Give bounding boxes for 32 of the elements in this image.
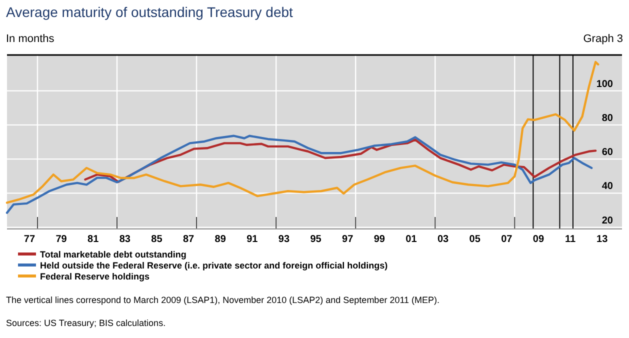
legend-label: Held outside the Federal Reserve (i.e. private sector and foreign official holdings)	[40, 260, 388, 270]
y-tick-label: 20	[602, 215, 614, 226]
y-tick-label: 60	[602, 147, 614, 158]
legend-label: Federal Reserve holdings	[40, 272, 150, 282]
chart-subtitle: In months	[6, 33, 55, 45]
x-tick-label: 91	[246, 234, 258, 245]
x-tick-label: 09	[532, 234, 544, 245]
x-tick-label: 05	[469, 234, 481, 245]
y-tick-label: 40	[602, 181, 614, 192]
text: The vertical lines correspond to March 2009 (LSAP1), November 2010 (LSAP2) and September 2011 (MEP).	[6, 295, 440, 305]
x-tick-label: 93	[278, 234, 290, 245]
y-tick-label: 80	[602, 112, 614, 124]
legend-label: Total marketable debt outstanding	[40, 250, 186, 260]
caption: Graph 3	[583, 33, 623, 45]
x-tick-label: 79	[56, 234, 68, 245]
x-tick-label: 13	[596, 234, 608, 245]
x-tick-label: 95	[310, 234, 322, 245]
x-tick-label: 83	[119, 234, 131, 245]
x-tick-label: 03	[437, 234, 450, 245]
x-tick-label: 11	[564, 234, 576, 245]
x-tick-label: 77	[24, 234, 36, 245]
x-tick-label: 01	[406, 234, 418, 245]
source-note: Sources: US Treasury; BIS calculations.	[6, 318, 166, 328]
x-tick-label: 89	[214, 234, 226, 245]
x-tick-label: 99	[374, 234, 386, 245]
y-tick-label: 100	[596, 78, 614, 90]
chart-title: Average maturity of outstanding Treasury debt	[6, 4, 294, 20]
x-tick-label: 87	[182, 234, 195, 245]
x-tick-label: 07	[501, 234, 513, 245]
x-tick-label: 85	[151, 234, 163, 245]
x-tick-label: 81	[88, 234, 100, 245]
x-tick-label: 97	[342, 234, 354, 245]
